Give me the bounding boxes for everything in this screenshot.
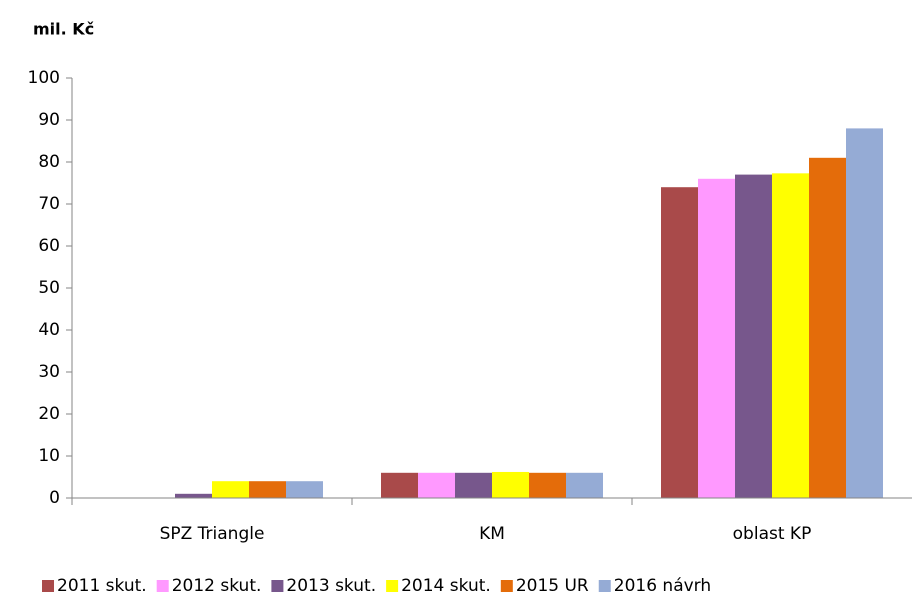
legend-swatch xyxy=(598,580,611,592)
bar xyxy=(286,481,323,498)
legend-label: 2012 skut. xyxy=(172,576,262,596)
legend-swatch xyxy=(500,580,513,592)
bar xyxy=(529,472,566,498)
y-tick-label: 0 xyxy=(49,488,60,508)
bar xyxy=(772,173,809,498)
bar xyxy=(735,174,772,498)
y-tick-label: 90 xyxy=(38,110,60,130)
x-tick-label: oblast KP xyxy=(733,524,812,544)
x-tick-label: KM xyxy=(479,524,505,544)
y-tick-label: 30 xyxy=(38,362,60,382)
y-tick-label: 70 xyxy=(38,194,60,214)
bar xyxy=(566,472,603,498)
bar xyxy=(846,128,883,498)
y-axis-title: mil. Kč xyxy=(33,20,94,39)
bar xyxy=(381,472,418,498)
bar xyxy=(661,187,698,498)
legend-label: 2016 návrh xyxy=(614,576,711,596)
bar xyxy=(418,472,455,498)
y-tick-label: 50 xyxy=(38,278,60,298)
legend-swatch xyxy=(42,580,54,592)
y-tick-label: 100 xyxy=(28,68,60,88)
y-tick-label: 60 xyxy=(38,236,60,256)
legend-swatch xyxy=(156,580,169,592)
bar xyxy=(212,481,249,498)
legend-label: 2011 skut. xyxy=(57,576,147,596)
y-tick-label: 20 xyxy=(38,404,60,424)
x-tick-label: SPZ Triangle xyxy=(160,524,265,544)
bar xyxy=(175,493,212,498)
bar xyxy=(455,472,492,498)
legend-swatch xyxy=(271,580,284,592)
y-tick-label: 10 xyxy=(38,446,60,466)
legend-swatch xyxy=(386,580,399,592)
bar xyxy=(492,471,529,498)
legend-label: 2015 UR xyxy=(516,576,589,596)
bar xyxy=(809,157,846,499)
legend: 2011 skut. 2012 skut. 2013 skut. 2014 skut.… xyxy=(42,576,711,596)
bar xyxy=(249,481,286,498)
y-tick-label: 40 xyxy=(38,320,60,340)
bar xyxy=(698,178,735,499)
y-tick-label: 80 xyxy=(38,152,60,172)
legend-label: 2014 skut. xyxy=(401,576,491,596)
legend-label: 2013 skut. xyxy=(286,576,376,596)
